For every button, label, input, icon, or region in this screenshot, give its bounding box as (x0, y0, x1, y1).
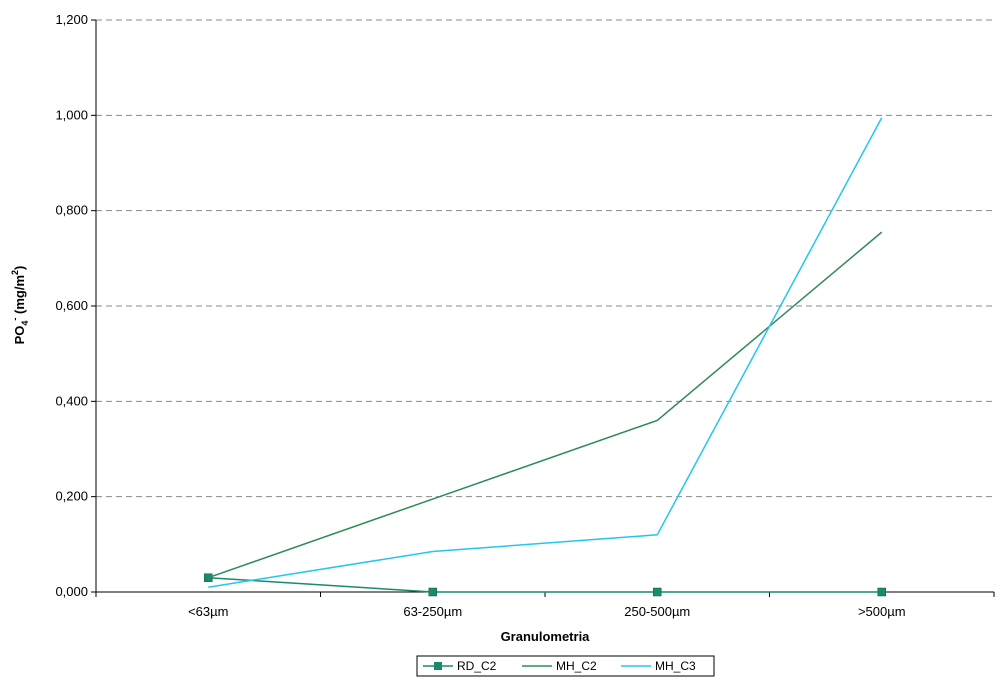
x-tick-label: <63µm (188, 604, 228, 619)
y-axis-title-main: PO (12, 326, 27, 345)
x-axis-title: Granulometria (501, 629, 591, 644)
x-tick-label: 250-500µm (624, 604, 690, 619)
data-point-rd-c2 (428, 587, 437, 597)
y-axis-title-rest: (mg/m (12, 275, 27, 318)
series-lines (204, 117, 886, 597)
y-axis-title-sup2: 2 (10, 270, 20, 275)
gridlines (96, 19, 994, 498)
axes (91, 19, 995, 597)
legend-label: RD_C2 (457, 659, 497, 673)
x-tick-label: 63-250µm (403, 604, 462, 619)
y-tick-label: 1,200 (55, 12, 88, 27)
y-axis-title-sup: - (10, 318, 20, 321)
data-point-rd-c2 (877, 587, 886, 597)
legend-label: MH_C3 (655, 659, 696, 673)
legend: RD_C2 MH_C2 MH_C3 (416, 655, 715, 677)
data-point-rd-c2 (653, 587, 662, 597)
y-axis-title-sub: 4 (20, 321, 30, 326)
y-tick-label: 0,600 (55, 298, 88, 313)
legend-box (416, 655, 715, 677)
y-tick-label: 0,400 (55, 393, 88, 408)
y-axis-title: PO4- (mg/m2) (10, 266, 30, 345)
y-tick-label: 1,000 (55, 107, 88, 122)
x-tick-labels: <63µm 63-250µm 250-500µm >500µm (188, 604, 905, 619)
y-tick-label: 0,800 (55, 203, 88, 218)
legend-label: MH_C2 (556, 659, 597, 673)
y-axis-title-close: ) (12, 266, 27, 270)
series-line-rd-c2 (208, 576, 882, 593)
y-tick-label: 0,200 (55, 489, 88, 504)
series-line-mh-c3 (208, 117, 883, 588)
y-tick-label: 0,000 (55, 584, 88, 599)
y-tick-labels: 0,000 0,200 0,400 0,600 0,800 1,000 1,200 (55, 12, 88, 599)
legend-marker (434, 662, 442, 670)
x-tick-label: >500µm (858, 604, 906, 619)
series-line-mh-c2 (208, 231, 883, 579)
